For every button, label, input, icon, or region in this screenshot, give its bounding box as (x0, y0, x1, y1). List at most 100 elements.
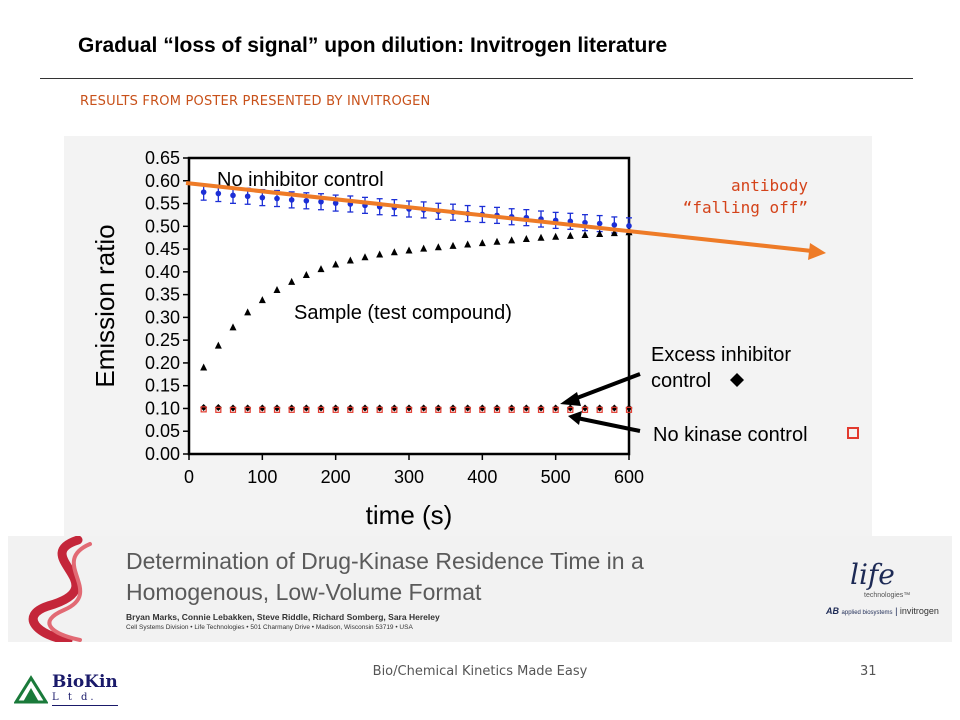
data-point-no-kinase (229, 406, 237, 413)
data-point-no-inhibitor (611, 222, 618, 228)
life-logo-sub: technologies™ (864, 592, 911, 599)
data-point-no-kinase (567, 406, 574, 413)
biokin-name: BioKin (52, 672, 118, 692)
data-point-no-inhibitor (288, 197, 295, 203)
data-point-sample (493, 237, 501, 245)
data-point-no-kinase (449, 406, 457, 413)
data-point-sample (214, 341, 222, 349)
y-tick-label: 0.15 (145, 376, 180, 396)
data-point-sample (317, 265, 325, 273)
data-point-sample (596, 230, 604, 238)
data-point-no-inhibitor (582, 219, 588, 226)
no-kinase-pointer-arrowhead (568, 411, 582, 425)
title-divider (40, 78, 913, 79)
data-point-no-inhibitor (244, 193, 251, 200)
y-tick-label: 0.25 (145, 330, 180, 350)
data-point-sample (288, 277, 296, 285)
slide-subtitle: RESULTS FROM POSTER PRESENTED BY INVITRO… (80, 94, 431, 109)
data-point-excess-inhibitor (376, 404, 384, 412)
data-point-no-kinase (347, 406, 354, 413)
data-point-no-kinase (508, 406, 515, 413)
emission-ratio-chart: 0.00 0.05 0.100.15 0.20 0.25 0.300.35 0.40 0.45… (90, 148, 859, 530)
data-point-no-inhibitor (259, 194, 266, 201)
no-inhibitor-label: No inhibitor control (217, 169, 384, 191)
data-point-excess-inhibitor (361, 404, 369, 412)
data-point-excess-inhibitor (464, 404, 472, 412)
data-point-excess-inhibitor (288, 404, 296, 412)
data-point-no-kinase (625, 406, 633, 413)
antibody-annotation: antibody “falling off” (683, 175, 808, 219)
data-point-no-inhibitor (230, 192, 236, 199)
data-point-sample (508, 236, 516, 244)
data-point-excess-inhibitor (537, 404, 545, 412)
data-point-excess-inhibitor (229, 404, 237, 412)
data-point-no-kinase (361, 406, 369, 413)
data-point-sample (258, 296, 266, 304)
data-point-no-kinase (244, 406, 251, 413)
no-kinase-legend-marker (847, 427, 859, 439)
no-kinase-pointer-arrow (576, 416, 641, 433)
data-point-no-kinase (200, 406, 207, 413)
applied-biosystems-logo: applied biosystems (841, 610, 893, 616)
y-tick-label: 0.65 (145, 148, 180, 168)
life-technologies-logo: life technologies™ AB applied biosystems… (826, 558, 944, 628)
data-point-sample (405, 246, 413, 254)
biokin-ltd: L t d. (52, 692, 97, 703)
data-point-no-kinase (464, 406, 471, 413)
data-point-no-inhibitor (274, 195, 280, 202)
data-point-no-kinase (259, 406, 266, 413)
y-tick-label: 0.20 (145, 353, 180, 373)
data-point-sample (302, 271, 310, 279)
data-point-excess-inhibitor (390, 404, 398, 412)
data-point-no-kinase (611, 406, 618, 413)
data-point-excess-inhibitor (244, 404, 252, 412)
ab-logo: AB (826, 606, 839, 616)
x-tick-label: 500 (541, 467, 571, 487)
y-tick-label: 0.10 (145, 398, 180, 418)
data-point-no-kinase (596, 406, 603, 413)
data-point-excess-inhibitor (552, 404, 560, 412)
data-point-sample (434, 243, 442, 251)
data-point-no-kinase (273, 406, 281, 413)
data-point-sample (464, 240, 472, 248)
y-tick-label: 0.40 (145, 262, 180, 282)
excess-pointer-arrowhead (560, 392, 581, 406)
no-kinase-label: No kinase control (653, 424, 808, 446)
sample-label: Sample (test compound) (294, 302, 512, 324)
annotation-line-2: “falling off” (682, 198, 808, 217)
data-point-no-kinase (405, 406, 413, 413)
data-point-excess-inhibitor (273, 404, 281, 412)
data-point-excess-inhibitor (346, 404, 354, 412)
poster-title: Determination of Drug-Kinase Residence T… (126, 546, 644, 608)
data-point-excess-inhibitor (317, 404, 325, 412)
y-tick-label: 0.35 (145, 285, 180, 305)
biokin-logo: BioKin L t d. (14, 672, 134, 708)
slide-footer: Bio/Chemical Kinetics Made Easy (372, 664, 588, 679)
data-point-sample (332, 260, 340, 268)
data-point-no-inhibitor (215, 190, 222, 197)
data-point-excess-inhibitor (610, 404, 618, 412)
biokin-emblem-icon (14, 675, 48, 704)
y-tick-label: 0.60 (145, 171, 180, 191)
data-point-sample (346, 256, 354, 264)
data-point-sample (244, 308, 252, 316)
x-tick-label: 300 (394, 467, 424, 487)
biokin-underline (52, 705, 118, 706)
data-point-excess-inhibitor (449, 404, 457, 412)
data-point-excess-inhibitor (420, 404, 428, 412)
x-tick-label: 400 (467, 467, 497, 487)
x-tick-label: 100 (247, 467, 277, 487)
data-point-no-kinase (303, 406, 310, 413)
data-point-sample (449, 241, 457, 249)
excess-inhibitor-label: Excess inhibitor (651, 344, 791, 366)
y-tick-label: 0.00 (145, 444, 180, 464)
data-point-excess-inhibitor (332, 404, 340, 412)
data-point-excess-inhibitor (596, 404, 604, 412)
dna-ribbon-icon (28, 536, 92, 642)
data-point-excess-inhibitor (478, 404, 486, 412)
poster-affiliation: Cell Systems Division • Life Technologie… (126, 624, 413, 631)
data-point-no-kinase (523, 406, 530, 413)
data-point-no-kinase (552, 406, 559, 413)
data-point-sample (552, 232, 560, 240)
data-point-sample (610, 229, 618, 237)
